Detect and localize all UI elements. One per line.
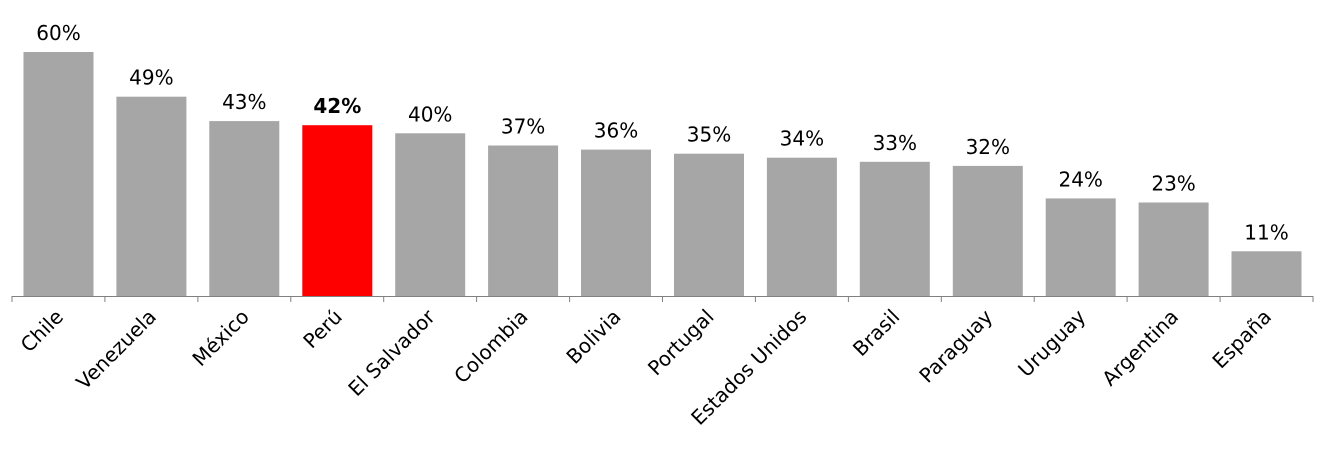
bar-estados-unidos (766, 157, 837, 296)
bar-colombia (488, 145, 559, 296)
category-label-el-salvador: El Salvador (343, 304, 440, 401)
category-label-brasil: Brasil (848, 305, 904, 361)
category-label-bolivia: Bolivia (561, 305, 625, 369)
bar-el-salvador (395, 133, 466, 296)
category-label-argentina: Argentina (1097, 305, 1183, 391)
bar-chile (23, 52, 94, 296)
x-axis (11, 296, 1314, 302)
value-label-argentina: 23% (1151, 172, 1195, 196)
bar-paraguay (952, 165, 1023, 296)
bar-bolivia (581, 149, 651, 296)
value-label-el-salvador: 40% (408, 102, 452, 126)
bar-portugal (674, 153, 744, 296)
bar-venezuela (116, 96, 187, 296)
value-label-colombia: 37% (501, 115, 545, 139)
category-label-uruguay: Uruguay (1013, 304, 1090, 381)
value-label-portugal: 35% (687, 123, 731, 147)
value-label-bolivia: 36% (594, 119, 638, 143)
bar-argentina (1138, 202, 1209, 296)
category-label-portugal: Portugal (643, 305, 719, 381)
category-label-paraguay: Paraguay (914, 304, 997, 387)
value-label-peru: 42% (313, 94, 361, 118)
bar-espana (1231, 251, 1302, 296)
bars-group (23, 52, 1302, 296)
value-label-mexico: 43% (222, 90, 266, 114)
bar-uruguay (1045, 198, 1116, 296)
bar-mexico (209, 121, 280, 296)
category-label-colombia: Colombia (449, 305, 532, 388)
value-label-uruguay: 24% (1058, 167, 1102, 191)
category-label-mexico: México (187, 305, 253, 371)
value-label-brasil: 33% (873, 131, 917, 155)
category-label-venezuela: Venezuela (71, 305, 161, 395)
value-labels-group: 60% 49% 43% 42% 40% 37% 36% 35% 34% 33% 32% 24% 23% 1… (36, 21, 1288, 244)
bar-brasil (859, 161, 930, 296)
value-label-chile: 60% (36, 21, 80, 45)
bar-peru (302, 125, 373, 296)
value-label-espana: 11% (1244, 220, 1288, 244)
value-label-estados-unidos: 34% (780, 127, 824, 151)
value-label-paraguay: 32% (966, 135, 1010, 159)
value-label-venezuela: 49% (129, 66, 173, 90)
category-label-chile: Chile (16, 305, 68, 357)
category-label-espana: España (1207, 305, 1276, 374)
category-label-peru: Perú (298, 305, 346, 353)
